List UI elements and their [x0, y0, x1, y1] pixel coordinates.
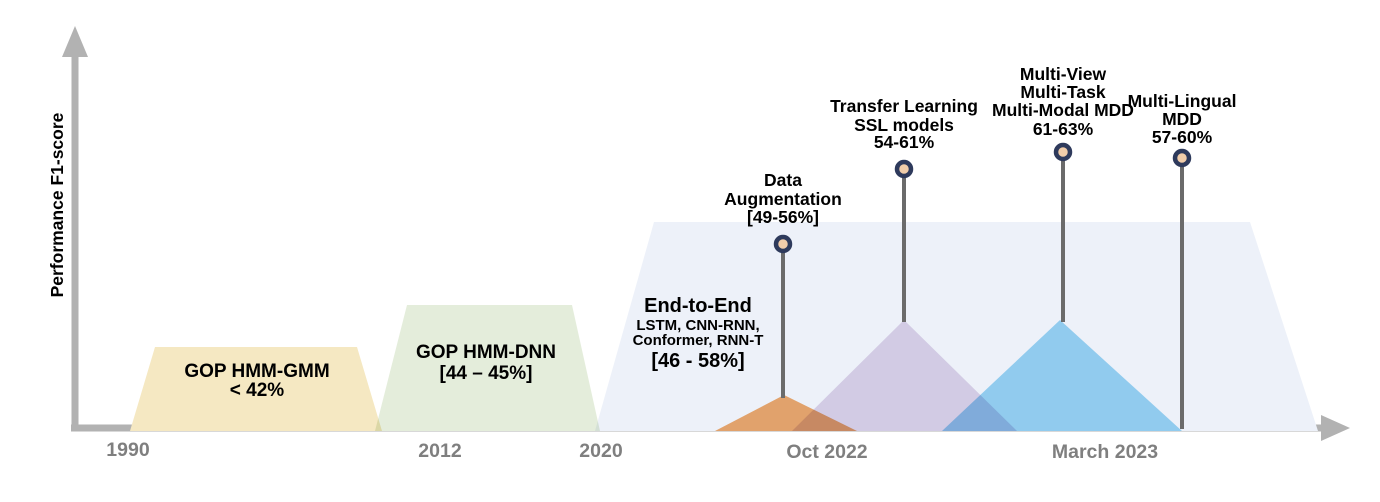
- ms-multiview-line1: Multi-View: [1020, 64, 1107, 84]
- y-axis-arrow-icon: [62, 26, 88, 57]
- ms-multilingual-score: 57-60%: [1152, 127, 1213, 147]
- era-shape-gop-hmm-gmm: [130, 347, 382, 431]
- ms-transfer-score: 54-61%: [874, 132, 935, 152]
- ms-multiview-line3: Multi-Modal MDD: [992, 100, 1134, 120]
- era-gmm-name: GOP HMM-GMM: [184, 361, 329, 382]
- milestone-label-transfer-learning: Transfer Learning SSL models 54-61%: [830, 96, 978, 152]
- y-axis: [62, 26, 88, 431]
- era-shape-end-to-end: [595, 222, 1318, 431]
- ms-transfer-line2: SSL models: [854, 115, 954, 135]
- triangle-transfer-learning: [792, 320, 1017, 431]
- era-label-end-to-end: End-to-End LSTM, CNN-RNN, Conformer, RNN…: [633, 295, 764, 372]
- y-axis-label: Performance F1-score: [47, 112, 67, 297]
- era-e2e-models-1: LSTM, CNN-RNN,: [636, 317, 759, 334]
- era-dnn-score: [44 – 45%]: [440, 363, 533, 384]
- era-e2e-models-2: Conformer, RNN-T: [633, 332, 764, 349]
- marker-transfer-learning-icon: [894, 159, 914, 179]
- era-dnn-name: GOP HMM-DNN: [416, 342, 556, 363]
- tick-1990: 1990: [106, 439, 150, 461]
- era-e2e-name: End-to-End: [644, 295, 752, 317]
- ms-multilingual-line2: MDD: [1162, 109, 1202, 129]
- x-axis-tick-labels: 1990 2012 2020 Oct 2022 March 2023: [106, 439, 1158, 463]
- milestone-label-multi-lingual: Multi-Lingual MDD 57-60%: [1128, 91, 1237, 147]
- ms-transfer-line1: Transfer Learning: [830, 96, 978, 116]
- ms-dataaug-line1: Data: [764, 170, 802, 190]
- marker-multi-view-icon: [1053, 142, 1073, 162]
- ms-dataaug-score: [49-56%]: [747, 207, 819, 227]
- tick-march-2023: March 2023: [1052, 441, 1158, 463]
- y-axis-line: [71, 52, 79, 431]
- milestone-label-multi-view: Multi-View Multi-Task Multi-Modal MDD 61…: [992, 64, 1134, 139]
- era-label-gop-hmm-gmm: GOP HMM-GMM < 42%: [184, 361, 329, 401]
- tick-2012: 2012: [418, 440, 462, 462]
- x-axis-arrow-icon: [1321, 415, 1350, 441]
- tick-2020: 2020: [579, 440, 623, 462]
- ms-multiview-line2: Multi-Task: [1020, 82, 1106, 102]
- era-e2e-score: [46 - 58%]: [651, 350, 744, 372]
- milestone-label-data-augmentation: Data Augmentation [49-56%]: [724, 170, 842, 227]
- ms-multilingual-line1: Multi-Lingual: [1128, 91, 1237, 111]
- marker-data-augmentation-icon: [773, 234, 793, 254]
- ms-dataaug-line2: Augmentation: [724, 189, 842, 209]
- ms-multiview-score: 61-63%: [1033, 119, 1094, 139]
- tick-oct-2022: Oct 2022: [786, 441, 867, 463]
- era-shape-gop-hmm-dnn: [375, 305, 600, 431]
- era-label-gop-hmm-dnn: GOP HMM-DNN [44 – 45%]: [416, 342, 556, 384]
- triangle-multi-view: [942, 320, 1182, 431]
- marker-multi-lingual-icon: [1172, 148, 1192, 168]
- era-gmm-score: < 42%: [230, 380, 285, 401]
